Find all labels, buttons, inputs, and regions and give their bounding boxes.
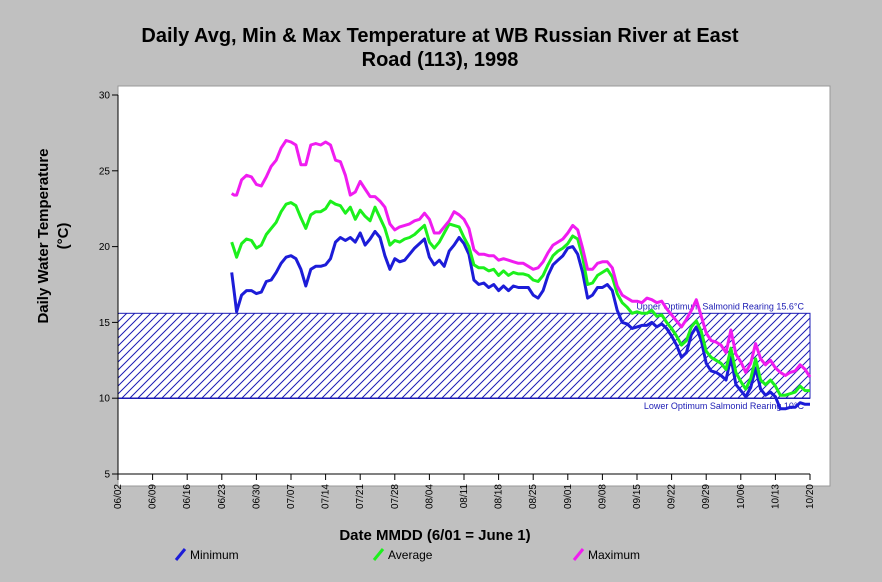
x-tick-label: 08/18 [494, 484, 505, 509]
plot-area [117, 85, 831, 487]
series-line-minimum [230, 229, 810, 411]
y-axis-ticks: 5 10 15 20 25 30 [99, 91, 118, 481]
x-tick-label: 10/20 [805, 484, 816, 509]
legend-swatch-minimum [174, 548, 187, 561]
x-tick-label: 07/21 [355, 484, 366, 509]
chart-title-line-1: Daily Avg, Min & Max Temperature at WB R… [141, 25, 739, 47]
x-tick-label: 09/08 [597, 484, 608, 509]
x-tick-label: 09/15 [632, 484, 643, 509]
y-tick-label: 30 [99, 91, 111, 102]
x-tick-label: 09/29 [701, 484, 712, 509]
series-line-average [230, 199, 810, 397]
x-tick-label: 06/30 [251, 484, 262, 509]
legend-label-average: Average [388, 548, 433, 562]
x-tick-label: 08/04 [424, 484, 435, 509]
series-layer [230, 139, 812, 411]
y-tick-label: 20 [99, 242, 111, 253]
upper-optimum-label: Upper Optimum Salmonid Rearing 15.6°C [636, 301, 804, 311]
series-line-maximum [230, 139, 812, 378]
y-tick-label: 25 [99, 166, 111, 177]
legend-swatch-maximum [572, 548, 585, 561]
x-tick-label: 06/23 [217, 484, 228, 509]
x-tick-label: 06/02 [113, 484, 124, 509]
y-axis-label-line-1: Daily Water Temperature [35, 148, 52, 323]
x-tick-label: 09/01 [563, 484, 574, 509]
x-tick-label: 10/06 [736, 484, 747, 509]
x-tick-label: 07/28 [390, 484, 401, 509]
legend: Minimum Average Maximum [174, 548, 640, 562]
x-tick-label: 09/22 [667, 484, 678, 509]
y-tick-label: 15 [99, 318, 111, 329]
legend-label-maximum: Maximum [588, 548, 640, 562]
x-tick-label: 07/14 [321, 484, 332, 509]
x-axis-ticks: 06/02 06/09 06/16 06/23 06/30 07/07 07/14 07/21… [113, 474, 816, 509]
y-axis-label-line-2: (°C) [55, 223, 72, 250]
optimum-rearing-band [117, 312, 811, 399]
x-tick-label: 07/07 [286, 484, 297, 509]
x-tick-label: 06/16 [182, 484, 193, 509]
x-axis-label: Date MMDD (6/01 = June 1) [339, 527, 530, 544]
x-tick-label: 08/25 [528, 484, 539, 509]
x-tick-label: 06/09 [148, 484, 159, 509]
chart-title-line-2: Road (113), 1998 [362, 49, 519, 71]
y-tick-label: 5 [104, 470, 110, 481]
lower-optimum-label: Lower Optimum Salmonid Rearing 10°C [644, 401, 805, 411]
x-tick-label: 10/13 [770, 484, 781, 509]
legend-label-minimum: Minimum [190, 548, 239, 562]
x-tick-label: 08/11 [459, 484, 470, 509]
y-tick-label: 10 [99, 394, 111, 405]
legend-swatch-average [372, 548, 385, 561]
